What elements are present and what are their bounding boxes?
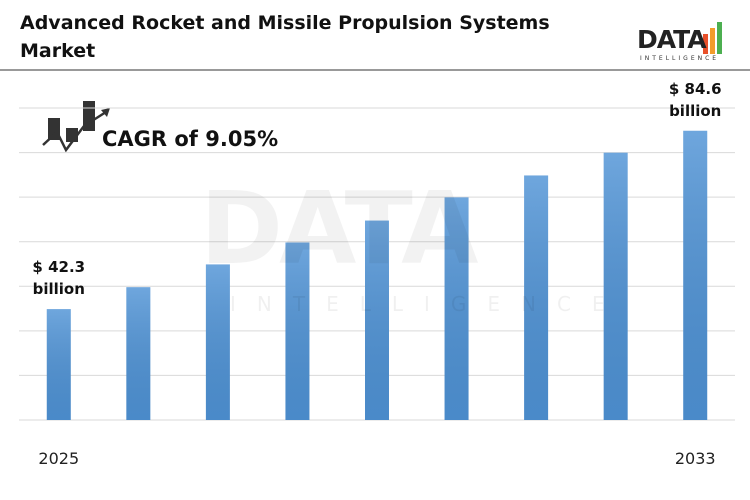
value-label: $ 42.3 billion bbox=[32, 258, 86, 299]
chart-title: Advanced Rocket and Missile Propulsion S… bbox=[20, 12, 550, 62]
x-tick-label: 2025 bbox=[38, 449, 80, 468]
watermark: DATA bbox=[200, 170, 478, 287]
bar-shade bbox=[285, 242, 310, 420]
logo-subtext: INTELLIGENCE bbox=[640, 55, 720, 62]
bar-shade bbox=[683, 130, 708, 420]
bar-shade bbox=[365, 220, 389, 420]
bar-shade bbox=[603, 152, 628, 420]
bar-shade bbox=[205, 264, 230, 420]
bar-shade bbox=[46, 309, 71, 420]
bar-shade bbox=[524, 175, 549, 420]
logo-text: DATA bbox=[637, 25, 707, 54]
x-tick-label: 2033 bbox=[674, 449, 716, 468]
value-label: $ 84.6 billion bbox=[668, 79, 722, 120]
bar-shade bbox=[444, 197, 469, 420]
bar-shade bbox=[126, 287, 151, 420]
watermark-sub: INTELLIGENCE bbox=[230, 292, 626, 316]
cagr-annotation: CAGR of 9.05% bbox=[102, 127, 279, 151]
logo-bars bbox=[703, 22, 722, 54]
